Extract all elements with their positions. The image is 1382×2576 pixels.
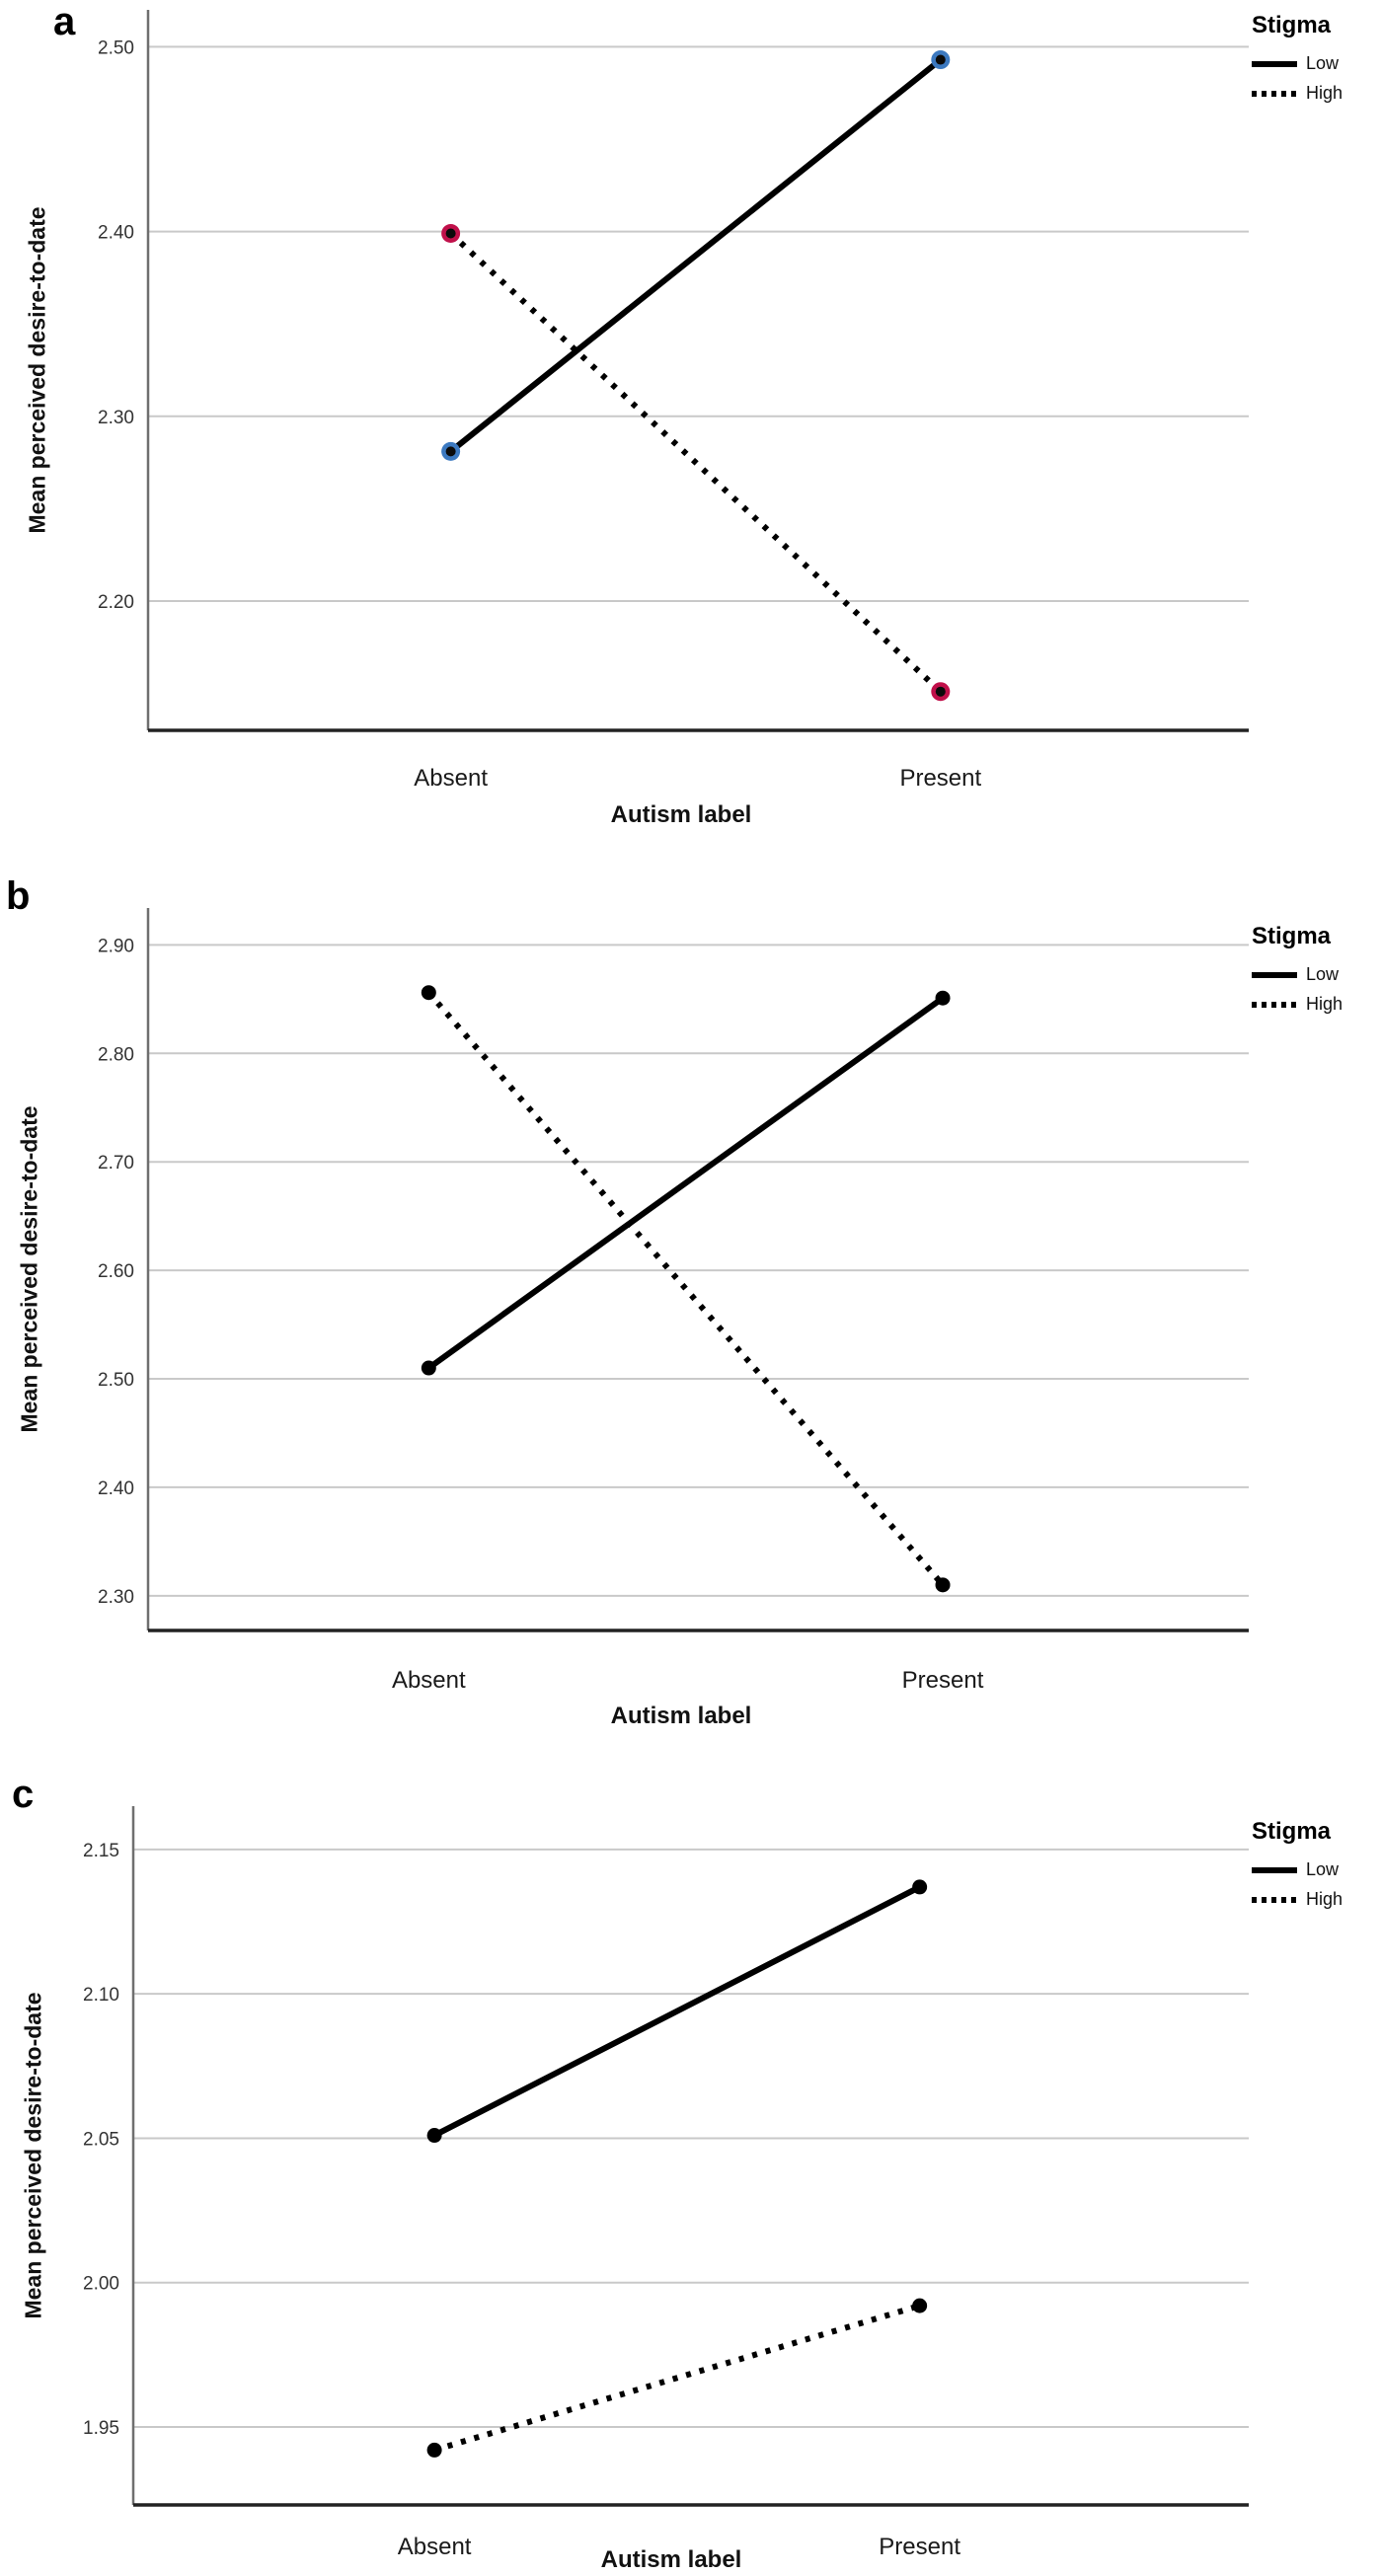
low-stigma-line [448, 57, 943, 454]
y-tick-label: 2.15 [83, 1841, 119, 1861]
legend-title: Stigma [1252, 12, 1332, 38]
dotted-line-swatch [1252, 1896, 1297, 1903]
panel-a-legend: Stigma Low High [1252, 12, 1382, 104]
solid-line-swatch [1252, 1866, 1297, 1873]
data-point [421, 985, 436, 1001]
data-point [426, 2442, 442, 2458]
x-category-label: Present [879, 2534, 960, 2560]
solid-line-swatch [1252, 60, 1297, 67]
panel-c-letter: c [12, 1773, 35, 1816]
legend-item-label: Low [1306, 1859, 1340, 1879]
y-tick-label: 1.95 [83, 2418, 119, 2439]
panel-c-plot: 1.95 2.00 2.05 2.10 2.15 Absent Present [83, 1806, 1249, 2560]
data-point [935, 990, 951, 1006]
panel-c: 1.95 2.00 2.05 2.10 2.15 Absent Present c Mean… [0, 1757, 1382, 2576]
panel-c-legend: Stigma Low High [1252, 1818, 1382, 1910]
legend-item-label: Low [1306, 53, 1340, 73]
y-tick-label: 2.30 [98, 1587, 134, 1608]
dotted-line-swatch [1252, 90, 1297, 97]
panel-c-y-axis-title: Mean perceived desire-to-date [20, 1992, 46, 2319]
panel-b-plot: 2.30 2.40 2.50 2.60 2.70 2.80 2.90 Absent Presen… [98, 908, 1249, 1694]
panel-a-y-axis-title: Mean perceived desire-to-date [24, 206, 50, 534]
data-point [912, 1879, 928, 1895]
legend-title: Stigma [1252, 923, 1332, 949]
y-tick-label: 2.60 [98, 1261, 134, 1282]
x-category-label: Absent [392, 1667, 466, 1694]
y-tick-label: 2.80 [98, 1044, 134, 1065]
legend-item-high: High [1252, 994, 1382, 1015]
panel-a-x-axis-title: Autism label [610, 801, 752, 828]
data-point [935, 686, 946, 697]
high-stigma-line [433, 2303, 921, 2454]
x-category-label: Absent [414, 765, 488, 792]
low-stigma-line [432, 1884, 922, 2139]
data-point [445, 446, 456, 457]
y-tick-label: 2.50 [98, 38, 134, 58]
low-stigma-line [426, 995, 945, 1371]
data-point [912, 2298, 928, 2313]
panel-b: 2.30 2.40 2.50 2.60 2.70 2.80 2.90 Absent Presen… [0, 869, 1382, 1757]
solid-line-swatch [1252, 971, 1297, 978]
x-category-label: Present [899, 765, 981, 792]
high-stigma-line [426, 990, 946, 1587]
legend-item-high: High [1252, 1889, 1382, 1910]
y-tick-label: 2.40 [98, 223, 134, 244]
dotted-line-swatch [1252, 1001, 1297, 1008]
y-tick-label: 2.70 [98, 1153, 134, 1174]
data-point [426, 2128, 442, 2144]
legend-item-label: High [1306, 1889, 1344, 1909]
legend-item-label: High [1306, 994, 1344, 1014]
panel-a: 2.20 2.30 2.40 2.50 Absent Present a Mean per… [0, 0, 1382, 869]
legend-item-low: Low [1252, 1859, 1382, 1880]
legend-item-high: High [1252, 83, 1382, 104]
data-point [935, 1577, 951, 1593]
panel-b-x-axis-title: Autism label [610, 1703, 752, 1729]
panel-b-letter: b [6, 874, 31, 918]
y-tick-label: 2.05 [83, 2129, 119, 2150]
data-point [421, 1360, 436, 1376]
panel-c-x-axis-title: Autism label [600, 2546, 742, 2573]
legend-item-label: High [1306, 83, 1344, 103]
legend-title: Stigma [1252, 1818, 1332, 1845]
x-category-label: Absent [398, 2534, 472, 2560]
data-point [445, 228, 456, 239]
high-stigma-line [448, 231, 943, 694]
legend-item-low: Low [1252, 53, 1382, 74]
y-tick-label: 2.30 [98, 408, 134, 428]
y-tick-label: 2.10 [83, 1985, 119, 2006]
y-tick-label: 2.00 [83, 2274, 119, 2295]
y-tick-label: 2.90 [98, 936, 134, 956]
panel-b-legend: Stigma Low High [1252, 923, 1382, 1015]
data-point [935, 54, 946, 65]
panel-a-plot: 2.20 2.30 2.40 2.50 Absent Present [98, 10, 1249, 792]
panel-b-y-axis-title: Mean perceived desire-to-date [16, 1105, 42, 1433]
y-tick-label: 2.40 [98, 1478, 134, 1499]
legend-item-low: Low [1252, 964, 1382, 985]
x-category-label: Present [902, 1667, 984, 1694]
y-tick-label: 2.20 [98, 592, 134, 613]
panel-a-letter: a [53, 0, 76, 43]
y-tick-label: 2.50 [98, 1370, 134, 1391]
legend-item-label: Low [1306, 964, 1340, 984]
